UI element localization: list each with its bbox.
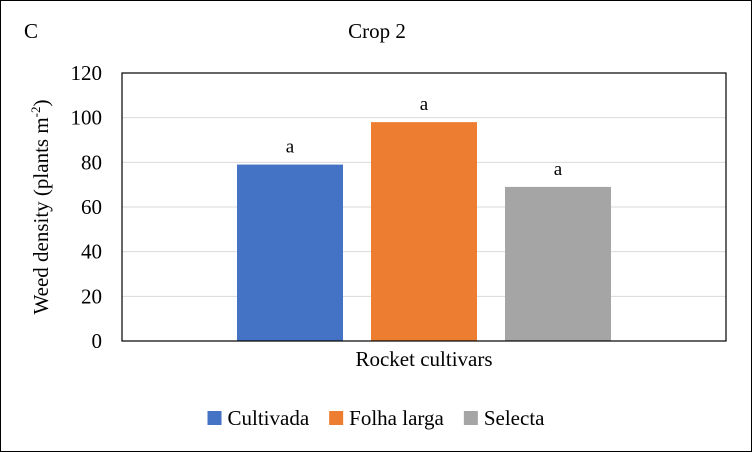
panel-letter: C [24,19,38,43]
legend-label: Cultivada [228,406,310,430]
y-axis-label-main: Weed density (plants m [29,117,53,314]
legend-swatch [329,411,344,425]
legend-swatch [207,411,222,425]
y-tick-label: 60 [81,195,102,219]
x-axis-label: Rocket cultivars [355,347,492,371]
bar-label: a [420,94,429,115]
legend-item: Cultivada [207,406,310,430]
bar-selecta [505,186,611,341]
y-axis-ticks: 0 20 40 60 80 100 120 [71,61,103,353]
legend-swatch [463,411,478,425]
bars [237,122,611,341]
y-tick-label: 0 [92,329,103,353]
y-axis-label-superscript: -2 [28,106,43,117]
y-axis-label-close: ) [29,99,53,106]
legend-label: Selecta [484,406,545,430]
plot-area-border [121,72,727,342]
bar-folha-larga [371,122,477,341]
y-tick-label: 40 [81,240,102,264]
legend: Cultivada Folha larga Selecta [207,406,545,430]
bar-label: a [554,159,563,180]
y-axis-label: Weed density (plants m-2) [28,99,53,314]
bar-label: a [286,137,295,158]
legend-item: Folha larga [329,406,445,430]
bar-cultivada [237,164,343,341]
bar-labels: a a a [286,94,563,180]
chart-title: Crop 2 [348,19,406,43]
y-tick-label: 80 [81,150,102,174]
y-tick-label: 20 [81,284,102,308]
legend-item: Selecta [463,406,545,430]
y-tick-label: 100 [71,106,103,130]
y-tick-label: 120 [71,61,103,85]
legend-label: Folha larga [349,406,444,430]
